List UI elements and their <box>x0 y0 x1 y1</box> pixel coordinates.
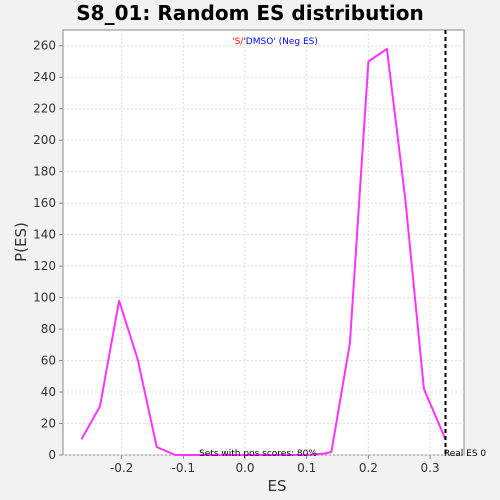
x-tick-label: 0.3 <box>421 461 440 475</box>
y-tick-label: 180 <box>33 165 56 179</box>
chart-subtitle: 'S/'DMSO' (Neg ES) <box>232 37 318 47</box>
chart-title: S8_01: Random ES distribution <box>76 1 423 25</box>
y-tick-label: 220 <box>33 102 56 116</box>
y-tick-label: 60 <box>41 354 56 368</box>
x-tick-label: 0.0 <box>235 461 254 475</box>
plot-area <box>62 29 465 456</box>
y-tick-label: 160 <box>33 196 56 210</box>
pos-scores-annotation: Sets with pos scores: 80% <box>199 449 317 459</box>
series-line <box>80 47 447 456</box>
axes: -0.2 -0.1 0.0 0.1 0.2 0.3 0 20 40 60 80 100 120 140 16… <box>33 39 440 475</box>
y-tick-label: 100 <box>33 291 56 305</box>
x-tick-label: -0.1 <box>172 461 195 475</box>
y-tick-label: 140 <box>33 228 56 242</box>
x-tick-label: 0.2 <box>359 461 378 475</box>
y-tick-label: 80 <box>41 322 56 336</box>
y-tick-label: 20 <box>41 417 56 431</box>
x-tick-label: -0.2 <box>110 461 133 475</box>
y-tick-label: 0 <box>48 448 56 462</box>
subtitle-part-2: 'DMSO' (Neg ES) <box>243 37 318 47</box>
y-tick-label: 40 <box>41 385 56 399</box>
y-tick-label: 200 <box>33 133 56 147</box>
y-axis-title: P(ES) <box>12 222 30 262</box>
y-tick-label: 240 <box>33 70 56 84</box>
y-tick-label: 260 <box>33 39 56 53</box>
series-layer <box>80 30 447 456</box>
y-tick-label: 120 <box>33 259 56 273</box>
x-tick-label: 0.1 <box>297 461 316 475</box>
subtitle-part-1: 'S/ <box>232 37 244 47</box>
real-es-label: Real ES 0 <box>444 449 487 459</box>
x-axis-title: ES <box>268 477 287 495</box>
